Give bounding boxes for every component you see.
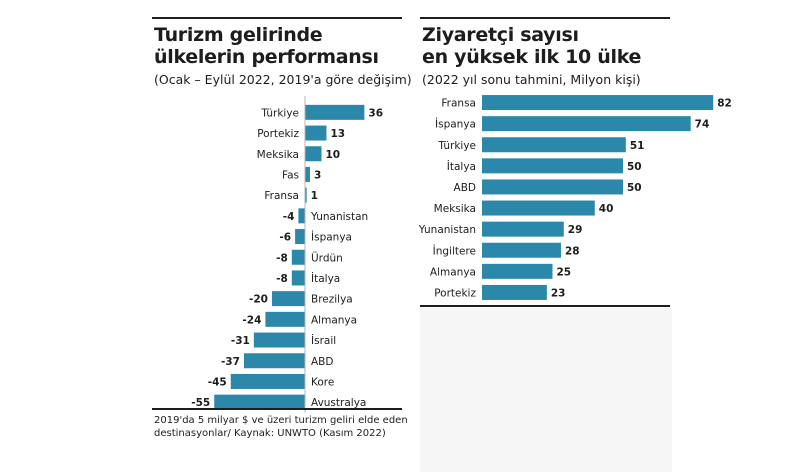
right-value-label-abd: 50 — [627, 182, 642, 194]
left-bar-fransa — [305, 187, 307, 203]
right-bar-ispanya — [482, 116, 691, 132]
left-category-label-israil: İsrail — [311, 334, 336, 347]
left-category-label-yunanistan: Yunanistan — [310, 211, 368, 223]
left-value-label-urdun: -8 — [276, 252, 288, 264]
left-value-label-avustralya: -55 — [191, 397, 210, 409]
right-bar-meksika — [482, 200, 595, 216]
right-bar-fransa — [482, 95, 714, 111]
right-category-label-ispanya: İspanya — [435, 118, 476, 131]
right-value-label-portekiz: 23 — [551, 287, 566, 299]
right-category-label-yunanistan: Yunanistan — [418, 224, 476, 236]
right-chart-title-line1: Ziyaretçi sayısı — [422, 24, 579, 46]
right-category-label-abd: ABD — [454, 182, 476, 194]
right-category-label-fransa: Fransa — [441, 98, 476, 110]
left-bar-fas — [305, 166, 310, 182]
right-value-label-italya: 50 — [627, 161, 642, 173]
left-value-label-brezilya: -20 — [249, 294, 268, 306]
left-footnote-line1: 2019'da 5 milyar $ ve üzeri turizm gelir… — [154, 415, 408, 426]
right-bar-abd — [482, 179, 623, 195]
right-value-label-yunanistan: 29 — [568, 224, 583, 236]
right-bar-yunanistan — [482, 221, 564, 237]
left-panel: Turizm gelirinde ülkelerin performansı (… — [152, 0, 412, 472]
right-category-label-meksika: Meksika — [434, 203, 476, 215]
right-bar-italya — [482, 158, 623, 174]
right-bar-portekiz — [482, 284, 547, 300]
right-category-label-almanya: Almanya — [430, 266, 476, 278]
right-bar-turkiye — [482, 137, 626, 153]
left-bar-urdun — [291, 249, 305, 265]
left-category-label-avustralya: Avustralya — [311, 397, 366, 409]
left-category-label-italya: İtalya — [311, 272, 340, 285]
right-bar-chart: Fransa 82 İspanya 74 Türkiye 51 İtalya 50 ABD 50 M… — [418, 95, 732, 300]
left-category-label-meksika: Meksika — [257, 149, 299, 161]
right-bottom-rule — [420, 305, 670, 307]
left-bar-meksika — [305, 146, 322, 162]
right-category-label-ingiltere: İngiltere — [433, 244, 476, 257]
left-value-label-israil: -31 — [231, 335, 250, 347]
left-bar-ispanya — [295, 229, 305, 245]
left-value-label-ispanya: -6 — [279, 232, 291, 244]
left-bar-brezilya — [272, 291, 305, 307]
left-category-label-turkiye: Türkiye — [260, 107, 299, 119]
left-footnote-line2: destinasyonlar/ Kaynak: UNWTO (Kasım 202… — [154, 428, 386, 439]
left-bar-kore — [230, 373, 305, 389]
right-empty-area — [420, 308, 672, 472]
right-value-label-fransa: 82 — [717, 98, 732, 110]
left-bar-yunanistan — [298, 208, 305, 224]
left-bar-avustralya — [214, 394, 305, 410]
right-top-rule — [420, 17, 670, 19]
left-category-label-fransa: Fransa — [264, 190, 299, 202]
left-value-label-fas: 3 — [314, 169, 321, 181]
right-value-label-ispanya: 74 — [695, 119, 710, 131]
left-bar-almanya — [265, 311, 305, 327]
left-value-label-italya: -8 — [276, 273, 288, 285]
left-value-label-kore: -45 — [208, 376, 227, 388]
left-value-label-almanya: -24 — [242, 314, 261, 326]
left-category-label-urdun: Ürdün — [311, 251, 343, 264]
left-value-label-turkiye: 36 — [368, 107, 383, 119]
right-value-label-almanya: 25 — [557, 266, 572, 278]
right-category-label-turkiye: Türkiye — [437, 140, 476, 152]
left-bar-portekiz — [305, 125, 327, 141]
left-category-label-ispanya: İspanya — [311, 231, 352, 244]
left-chart-title-line1: Turizm gelirinde — [154, 24, 323, 46]
left-category-label-portekiz: Portekiz — [257, 128, 299, 140]
right-bar-ingiltere — [482, 242, 561, 258]
left-category-label-almanya: Almanya — [311, 314, 357, 326]
left-bottom-rule — [152, 408, 402, 410]
right-value-label-meksika: 40 — [599, 203, 614, 215]
left-chart-subtitle: (Ocak – Eylül 2022, 2019'a göre değişim) — [154, 72, 412, 87]
left-bar-abd — [243, 353, 305, 369]
left-bar-chart: Türkiye 36 Portekiz 13 Meksika 10 Fas 3 Fransa 1 Y… — [191, 96, 383, 413]
left-category-label-abd: ABD — [311, 356, 333, 368]
right-value-label-turkiye: 51 — [630, 140, 645, 152]
left-bar-turkiye — [305, 104, 365, 120]
right-chart-subtitle: (2022 yıl sonu tahmini, Milyon kişi) — [422, 72, 641, 87]
left-category-label-brezilya: Brezilya — [311, 294, 353, 306]
left-value-label-abd: -37 — [221, 356, 240, 368]
left-value-label-yunanistan: -4 — [283, 211, 295, 223]
left-category-label-fas: Fas — [282, 169, 299, 181]
right-category-label-italya: İtalya — [447, 160, 476, 173]
left-bar-israil — [253, 332, 305, 348]
right-bar-almanya — [482, 263, 553, 279]
left-value-label-meksika: 10 — [326, 149, 341, 161]
left-value-label-fransa: 1 — [311, 190, 318, 202]
left-category-label-kore: Kore — [311, 376, 334, 388]
right-panel: Ziyaretçi sayısı en yüksek ilk 10 ülke (… — [418, 0, 732, 472]
right-category-label-portekiz: Portekiz — [434, 287, 476, 299]
right-value-label-ingiltere: 28 — [565, 245, 580, 257]
left-value-label-portekiz: 13 — [330, 128, 345, 140]
left-chart-title-line2: ülkelerin performansı — [154, 46, 379, 68]
left-top-rule — [152, 17, 402, 19]
right-chart-title-line2: en yüksek ilk 10 ülke — [422, 46, 642, 68]
left-bar-italya — [291, 270, 305, 286]
